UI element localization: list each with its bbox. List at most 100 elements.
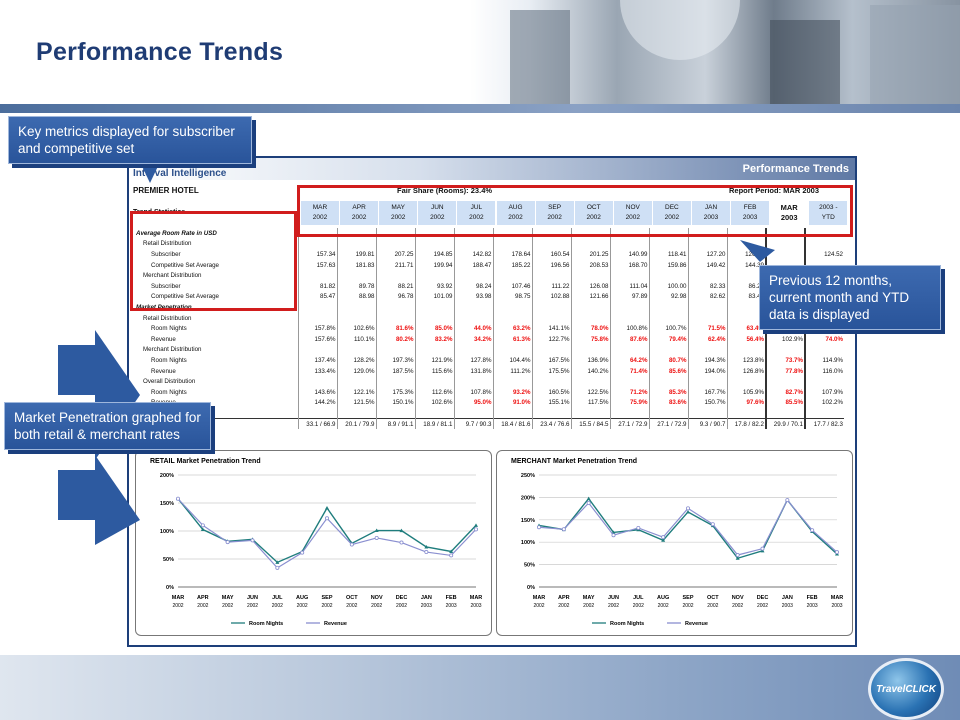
year-label: 2002	[586, 214, 601, 221]
table-cell	[570, 376, 610, 387]
table-cell: 121.5%	[336, 397, 376, 409]
table-cell	[726, 228, 766, 239]
y-tick-label: 100%	[160, 529, 174, 535]
table-cell: 143.6%	[297, 386, 337, 398]
table-cell: 207.25	[375, 249, 415, 260]
table-cell: 111.2%	[492, 365, 532, 377]
table-cell	[375, 270, 415, 281]
table-cell: 201.25	[570, 249, 610, 260]
data-point	[176, 496, 181, 501]
table-cell	[531, 270, 571, 281]
row-label: Revenue	[151, 335, 176, 343]
x-tick-month: NOV	[371, 595, 383, 601]
data-point	[735, 556, 740, 560]
table-cell: 75.9%	[609, 397, 649, 409]
table-cell	[336, 408, 376, 419]
table-cell	[492, 270, 532, 281]
x-tick-month: MAR	[172, 595, 185, 601]
table-cell: 199.81	[336, 249, 376, 260]
month-label: AUG	[508, 204, 523, 211]
data-point	[200, 523, 205, 528]
table-cell: 107.9%	[804, 386, 844, 398]
table-row: Average Room Rate in USD	[135, 228, 844, 239]
row-label: Overall Distribution	[143, 378, 196, 386]
month-header: SEP 2002	[535, 201, 574, 225]
x-tick-year: 2002	[297, 603, 308, 609]
year-label: 2002	[430, 214, 445, 221]
table-cell: 9.3 / 90.7	[687, 418, 727, 430]
table-cell	[765, 408, 806, 419]
table-cell: 95.0%	[453, 397, 493, 409]
report-title: Performance Trends	[742, 163, 849, 175]
penetration-arrow-stem-lower	[58, 470, 95, 520]
table-cell: 63.2%	[492, 323, 532, 334]
table-cell: 199.94	[414, 259, 454, 271]
month-header: FEB 2003	[731, 201, 770, 225]
previous-months-arrow	[740, 240, 775, 262]
x-tick-year: 2002	[321, 603, 332, 609]
data-point	[586, 496, 591, 501]
retail-chart-svg: RETAIL Market Penetration Trend 200% 150% 1…	[150, 458, 482, 627]
table-cell	[414, 238, 454, 250]
x-tick-year: 2002	[371, 603, 382, 609]
table-cell	[492, 344, 532, 356]
table-cell: 75.8%	[570, 333, 610, 345]
data-point	[300, 550, 305, 555]
table-cell	[726, 408, 766, 419]
table-cell: 71.4%	[609, 365, 649, 377]
data-point	[200, 527, 205, 532]
row-label: Room Nights	[151, 325, 187, 333]
month-header: JUL 2002	[457, 201, 496, 225]
table-row: Room Nights 137.4% 128.2% 197.3% 121.9% 127.8…	[135, 355, 844, 366]
data-point	[325, 505, 329, 510]
table-cell: 115.6%	[414, 365, 454, 377]
table-cell	[414, 270, 454, 281]
table-cell: 112.6%	[414, 386, 454, 398]
report-brand: Interval Intelligence	[133, 168, 227, 179]
table-cell: 127.20	[687, 249, 727, 260]
table-cell: 194.3%	[687, 355, 727, 366]
table-cell: 98.75	[492, 291, 532, 303]
table-cell	[375, 238, 415, 250]
table-cell: 81.6%	[375, 323, 415, 334]
table-cell	[726, 302, 766, 313]
table-cell	[336, 270, 376, 281]
y-tick-label: 200%	[160, 473, 174, 479]
x-tick-month: MAY	[583, 595, 595, 601]
data-point	[250, 538, 255, 543]
x-tick-year: 2002	[197, 603, 208, 609]
table-cell	[804, 376, 844, 387]
x-tick-year: 2002	[633, 603, 644, 609]
x-tick-month: MAR	[533, 595, 546, 601]
table-cell: 9.7 / 90.3	[453, 418, 493, 430]
legend-label: Revenue	[685, 621, 708, 627]
x-tick-month: AUG	[296, 595, 308, 601]
table-cell: 74.0%	[804, 333, 844, 345]
table-cell: 85.0%	[414, 323, 454, 334]
table-cell	[765, 376, 806, 387]
table-cell: 107.8%	[453, 386, 493, 398]
x-tick-year: 2002	[247, 603, 258, 609]
data-point	[225, 540, 230, 545]
x-tick-year: 2002	[707, 603, 718, 609]
x-tick-year: 2003	[446, 603, 457, 609]
table-cell: 150.1%	[375, 397, 415, 409]
year-label: YTD	[821, 214, 835, 221]
travelclick-logo: TravelCLICK	[868, 658, 944, 720]
y-tick-label: 50%	[163, 557, 174, 563]
table-row: Retail Distribution	[135, 238, 844, 250]
table-cell	[531, 302, 571, 313]
row-label: Subscriber	[151, 282, 181, 290]
table-cell	[414, 376, 454, 387]
table-cell	[492, 302, 532, 313]
row-label: Revenue	[151, 367, 176, 375]
table-cell: 126.08	[570, 280, 610, 292]
table-cell: 168.70	[609, 259, 649, 271]
row-label: Retail Distribution	[143, 314, 192, 322]
y-tick-label: 50%	[524, 563, 535, 569]
table-cell: 110.1%	[336, 333, 376, 345]
month-header: OCT 2002	[574, 201, 613, 225]
data-point	[661, 535, 666, 540]
row-label: Room Nights	[151, 388, 187, 396]
